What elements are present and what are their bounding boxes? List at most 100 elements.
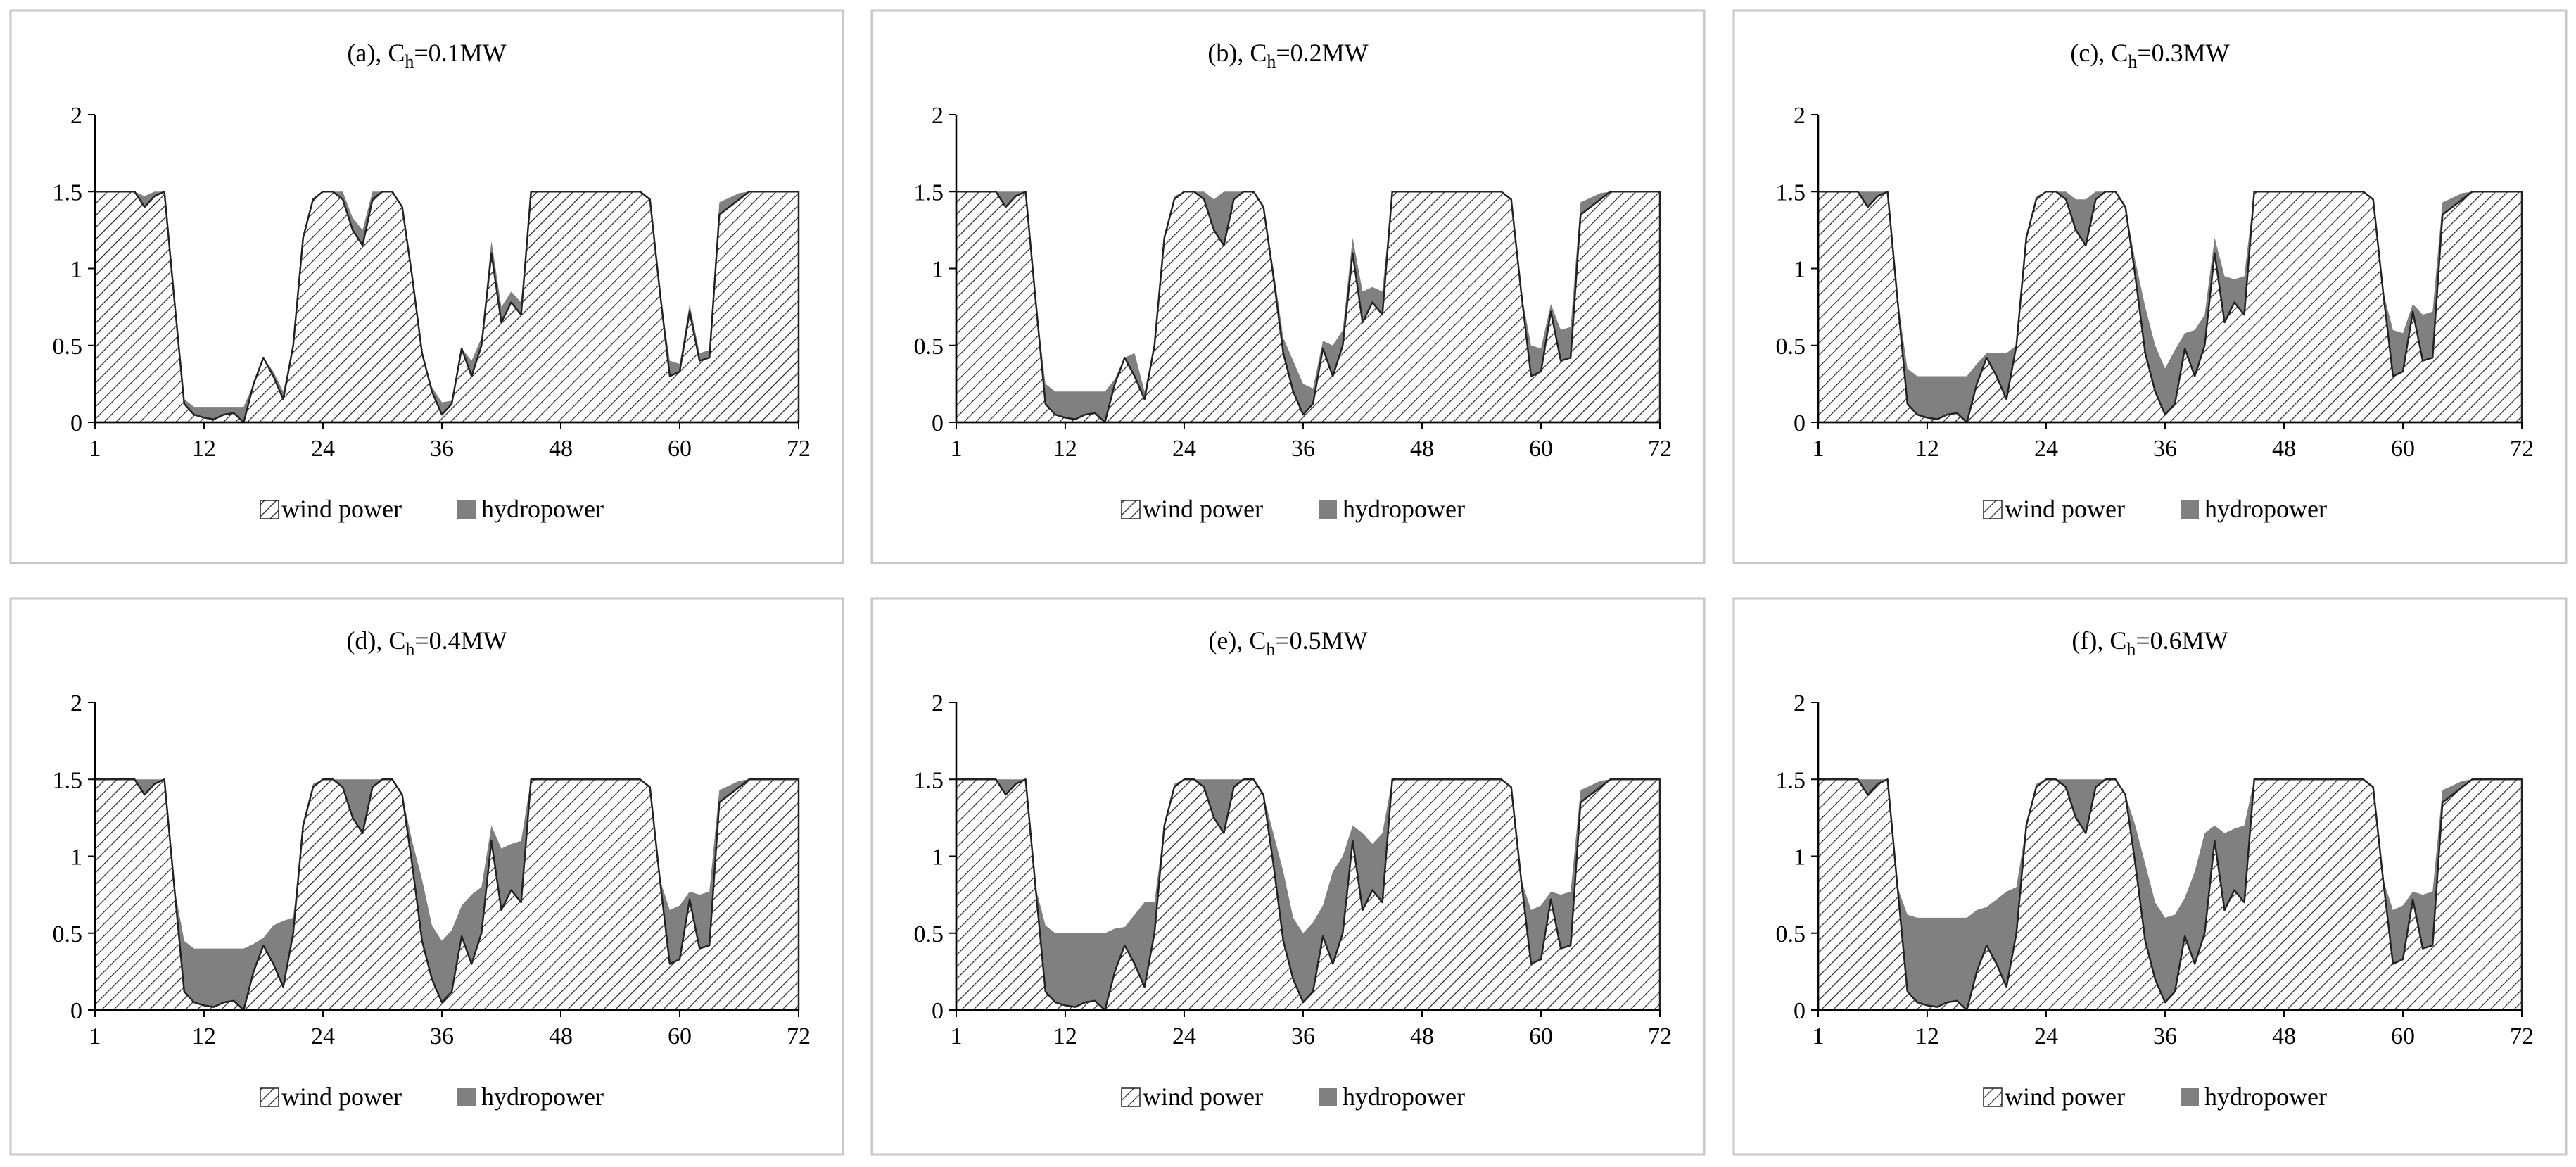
- wind-power-area: [1817, 778, 2523, 1011]
- chart-title-prefix: (f), C: [2071, 626, 2126, 655]
- x-tick-label: 24: [2034, 1023, 2058, 1049]
- chart-title-subscript: h: [405, 51, 414, 72]
- x-tick-label: 36: [1291, 1023, 1315, 1049]
- y-tick-label: 0: [932, 410, 944, 436]
- chart-title-suffix: =0.6MW: [2136, 626, 2228, 655]
- y-tick-label: 2: [1794, 690, 1806, 717]
- chart-title-subscript: h: [1267, 51, 1276, 72]
- chart-title-prefix: (e), C: [1208, 626, 1266, 655]
- x-tick-label: 36: [1291, 436, 1315, 462]
- chart-title-subscript: h: [405, 639, 414, 660]
- chart-title: (b), Ch=0.2MW: [1207, 39, 1368, 72]
- legend-swatch-wind-power: [1121, 500, 1141, 519]
- legend-swatch-hydropower: [1319, 500, 1337, 519]
- x-tick-label: 72: [2510, 436, 2534, 462]
- legend-swatch-wind-power: [1121, 1087, 1141, 1107]
- x-tick-label: 72: [1648, 436, 1672, 462]
- y-tick-label: 2: [1794, 103, 1806, 129]
- legend-label-hydropower: hydropower: [1343, 1083, 1465, 1111]
- x-tick-label: 48: [549, 1023, 573, 1049]
- x-tick-label: 36: [430, 1023, 454, 1049]
- y-tick-label: 1.5: [914, 179, 944, 206]
- y-tick-label: 2: [932, 690, 944, 717]
- x-tick-label: 72: [787, 1023, 811, 1049]
- x-tick-label: 1: [1813, 1023, 1825, 1049]
- chart-title-suffix: =0.4MW: [414, 626, 507, 655]
- wind-power-area: [1817, 191, 2523, 424]
- x-tick-label: 24: [311, 436, 335, 462]
- hydropower-area: [956, 779, 1660, 1010]
- chart-title: (c), Ch=0.3MW: [2070, 39, 2229, 72]
- chart-title-subscript: h: [2128, 51, 2137, 72]
- legend-swatch-wind-power: [260, 1087, 279, 1107]
- x-tick-label: 12: [192, 436, 216, 462]
- legend-label-hydropower: hydropower: [2204, 495, 2327, 523]
- x-tick-label: 48: [2272, 1023, 2296, 1049]
- legend-swatch-hydropower: [2181, 500, 2199, 519]
- chart-title-prefix: (c), C: [2070, 39, 2128, 67]
- x-tick-label: 36: [430, 436, 454, 462]
- chart-title-suffix: =0.2MW: [1276, 39, 1368, 67]
- y-tick-label: 1: [70, 257, 82, 283]
- y-tick-label: 1.5: [53, 179, 83, 206]
- x-tick-label: 24: [1172, 436, 1196, 462]
- chart-title: (e), Ch=0.5MW: [1208, 626, 1367, 660]
- x-tick-label: 72: [1648, 1023, 1672, 1049]
- x-tick-label: 1: [1813, 436, 1825, 462]
- x-tick-label: 60: [2391, 436, 2415, 462]
- legend-label-wind-power: wind power: [2005, 1083, 2125, 1111]
- legend-label-wind-power: wind power: [281, 495, 402, 523]
- chart-title-prefix: (a), C: [347, 39, 405, 67]
- x-tick-label: 1: [951, 1023, 963, 1049]
- y-tick-label: 0.5: [914, 334, 944, 360]
- chart-title: (d), Ch=0.4MW: [346, 626, 507, 660]
- legend-label-hydropower: hydropower: [481, 495, 604, 523]
- hydropower-area: [956, 191, 1660, 422]
- legend-label-hydropower: hydropower: [1343, 495, 1465, 523]
- chart-title: (f), Ch=0.6MW: [2071, 626, 2228, 660]
- chart-title-subscript: h: [2126, 639, 2136, 660]
- y-tick-label: 1: [1794, 257, 1806, 283]
- chart-title-suffix: =0.3MW: [2137, 39, 2229, 67]
- x-tick-label: 12: [1053, 1023, 1077, 1049]
- chart-panel: (b), Ch=0.2MW 0 0.5 1 1.5 2 1 12 24 36 48 60 72 wind …: [870, 9, 1706, 564]
- x-tick-label: 60: [1529, 436, 1553, 462]
- x-tick-label: 12: [192, 1023, 216, 1049]
- x-tick-label: 36: [2153, 436, 2177, 462]
- y-tick-label: 1: [932, 257, 944, 283]
- chart-title-suffix: =0.5MW: [1275, 626, 1367, 655]
- x-tick-label: 60: [668, 436, 692, 462]
- x-tick-label: 72: [787, 436, 811, 462]
- x-tick-label: 48: [2272, 436, 2296, 462]
- legend-label-wind-power: wind power: [1143, 1083, 1263, 1111]
- legend-swatch-hydropower: [1319, 1088, 1337, 1106]
- legend-swatch-hydropower: [457, 500, 476, 519]
- legend-swatch-hydropower: [457, 1088, 476, 1106]
- x-tick-label: 60: [2391, 1023, 2415, 1049]
- y-tick-label: 1: [1794, 845, 1806, 871]
- chart-panel: (e), Ch=0.5MW 0 0.5 1 1.5 2 1 12 24 36 48 60 72 wind …: [870, 597, 1706, 1156]
- y-tick-label: 2: [70, 103, 82, 129]
- y-tick-label: 0: [932, 998, 944, 1024]
- wind-power-area: [955, 778, 1661, 1011]
- wind-power-area: [94, 778, 800, 1011]
- y-tick-label: 2: [932, 103, 944, 129]
- x-tick-label: 60: [1529, 1023, 1553, 1049]
- y-tick-label: 0: [70, 410, 82, 436]
- chart-panel: (a), Ch=0.1MW 0 0.5 1 1.5 2 1 12 24 36 48 60 72 wind …: [9, 9, 844, 564]
- y-tick-label: 0: [1794, 998, 1806, 1024]
- x-tick-label: 12: [1915, 1023, 1939, 1049]
- chart-title-prefix: (d), C: [346, 626, 405, 655]
- y-tick-label: 0: [1794, 410, 1806, 436]
- x-tick-label: 1: [89, 436, 101, 462]
- x-tick-label: 1: [89, 1023, 101, 1049]
- y-tick-label: 1.5: [1776, 179, 1806, 206]
- y-tick-label: 1.5: [53, 767, 83, 793]
- x-tick-label: 12: [1915, 436, 1939, 462]
- legend-label-hydropower: hydropower: [2204, 1083, 2327, 1111]
- legend-label-wind-power: wind power: [2005, 495, 2125, 523]
- wind-power-area: [94, 191, 800, 424]
- hydropower-area: [1818, 191, 2522, 422]
- y-tick-label: 1: [932, 845, 944, 871]
